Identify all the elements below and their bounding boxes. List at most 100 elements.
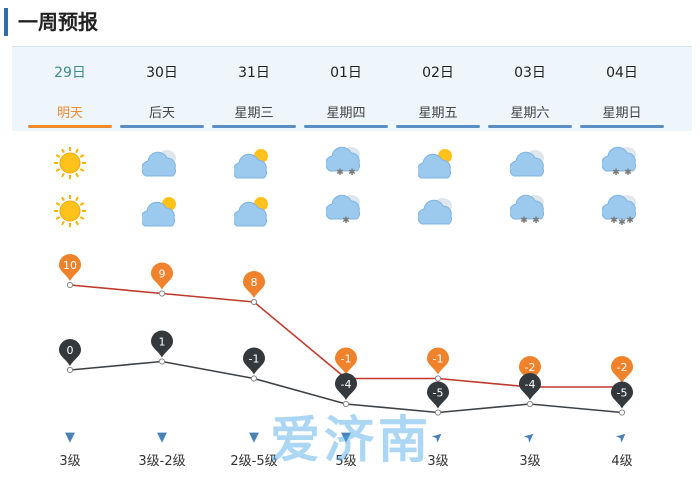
low-temp-label: -4 (525, 378, 536, 391)
low-temp-point (158, 358, 166, 365)
svg-text:✱: ✱ (610, 216, 618, 226)
sun-icon (50, 194, 90, 228)
low-temp-label: 0 (67, 344, 74, 357)
high-temp-label: -2 (617, 361, 628, 374)
low-temp-pin (611, 381, 633, 409)
cloud-icon (141, 146, 182, 180)
wind-arrow-down-icon: ▼ (65, 430, 75, 445)
partly-cloudy-icon (232, 194, 274, 228)
day-tab-1[interactable]: 30日后天 (116, 46, 208, 130)
day-tab-0[interactable]: 29日明天 (24, 46, 116, 130)
high-temp-label: -2 (525, 361, 536, 374)
svg-text:✱: ✱ (626, 216, 634, 226)
light-snow-icon: ✱ (325, 194, 366, 228)
tab-underline (488, 125, 572, 128)
day-date: 02日 (422, 65, 454, 81)
day-tab-bar (12, 46, 692, 131)
svg-text:✱: ✱ (618, 218, 626, 228)
tab-underline (304, 125, 388, 128)
high-temp-label: -1 (341, 353, 352, 366)
day-date: 01日 (330, 65, 362, 81)
wind-level: 3级 (427, 454, 449, 469)
wind-level: 5级 (335, 454, 357, 469)
high-temp-pin (335, 347, 357, 375)
low-temp-point (618, 409, 626, 416)
high-temp-label: 9 (159, 268, 166, 281)
heavy-snow-icon: ✱ ✱ ✱ (601, 194, 642, 228)
high-temp-point (434, 375, 442, 382)
svg-text:✱: ✱ (520, 216, 528, 226)
tab-underline (580, 125, 664, 128)
low-temp-point (434, 409, 442, 416)
svg-text:✱: ✱ (336, 168, 344, 178)
wind-level: 4级 (611, 454, 633, 469)
low-temp-point (66, 366, 74, 374)
low-temp-point (526, 400, 534, 408)
high-temp-label: 10 (63, 259, 77, 272)
high-temp-point (250, 298, 258, 306)
high-temp-point (66, 281, 74, 289)
day-label: 星期五 (418, 106, 458, 121)
high-temp-pin (427, 347, 449, 375)
low-temp-label: -5 (433, 387, 444, 400)
high-temp-point (158, 290, 166, 297)
day-label: 后天 (148, 106, 175, 121)
partly-cloudy-icon (416, 146, 458, 180)
low-temp-pin (59, 339, 81, 366)
high-temp-label: 8 (251, 276, 258, 289)
svg-text:✱: ✱ (348, 168, 356, 178)
high-temp-pin (243, 271, 265, 298)
svg-text:✱: ✱ (612, 168, 620, 178)
day-label: 星期三 (234, 106, 274, 121)
wind-arrow-down-icon: ▼ (157, 430, 167, 445)
low-temp-pin (335, 373, 357, 400)
day-date: 30日 (146, 65, 178, 81)
low-temp-pin (427, 381, 449, 409)
wind-arrow-down-icon: ▼ (341, 430, 351, 445)
tab-underline (28, 125, 112, 128)
svg-text:✱: ✱ (342, 216, 350, 226)
day-tab-3[interactable]: 01日星期四 (300, 46, 392, 130)
svg-text:✱: ✱ (532, 216, 540, 226)
tab-underline (396, 125, 480, 128)
snow-icon: ✱ ✱ (509, 194, 550, 228)
day-tab-6[interactable]: 04日 星期日 (576, 46, 668, 130)
page-title: 一周预报 (4, 8, 98, 36)
day-tab-5[interactable]: 03日 星期六 (484, 46, 576, 130)
low-temp-point (250, 375, 258, 382)
high-temp-label: -1 (433, 353, 444, 366)
wind-level: 3级-2级 (138, 454, 186, 469)
low-temp-pin (151, 330, 173, 358)
day-label: 明天 (56, 106, 83, 121)
day-tab-4[interactable]: 02日星期五 (392, 46, 484, 130)
day-tab-2[interactable]: 31日 星期三 (208, 46, 300, 130)
low-temp-pin (519, 373, 541, 400)
low-temp-label: -1 (249, 353, 260, 366)
day-label: 星期四 (326, 106, 366, 121)
wind-level: 3级 (59, 454, 81, 469)
tab-underline (212, 125, 296, 128)
high-temp-pin (151, 262, 173, 290)
cloud-icon (509, 146, 550, 180)
tab-underline (120, 125, 204, 128)
high-temp-pin (59, 254, 81, 281)
partly-cloudy-icon (232, 146, 274, 180)
snow-icon: ✱ ✱ (325, 146, 366, 180)
watermark: 爱济南 (270, 411, 432, 469)
day-date: 29日 (54, 65, 86, 81)
low-temp-label: -5 (617, 387, 628, 400)
partly-cloudy-icon (140, 194, 182, 228)
sun-icon (50, 146, 90, 180)
snow-icon: ✱ ✱ (601, 146, 642, 180)
cloud-icon (417, 194, 458, 228)
low-temp-label: 1 (159, 336, 166, 349)
wind-level: 2级-5级 (230, 454, 278, 469)
low-temp-pin (243, 347, 265, 375)
svg-text:✱: ✱ (624, 168, 632, 178)
high-temp-pin (611, 356, 633, 383)
day-date: 03日 (514, 65, 546, 81)
wind-arrow-down-icon: ▼ (249, 430, 259, 445)
day-date: 04日 (606, 65, 638, 81)
low-temp-label: -4 (341, 378, 352, 391)
